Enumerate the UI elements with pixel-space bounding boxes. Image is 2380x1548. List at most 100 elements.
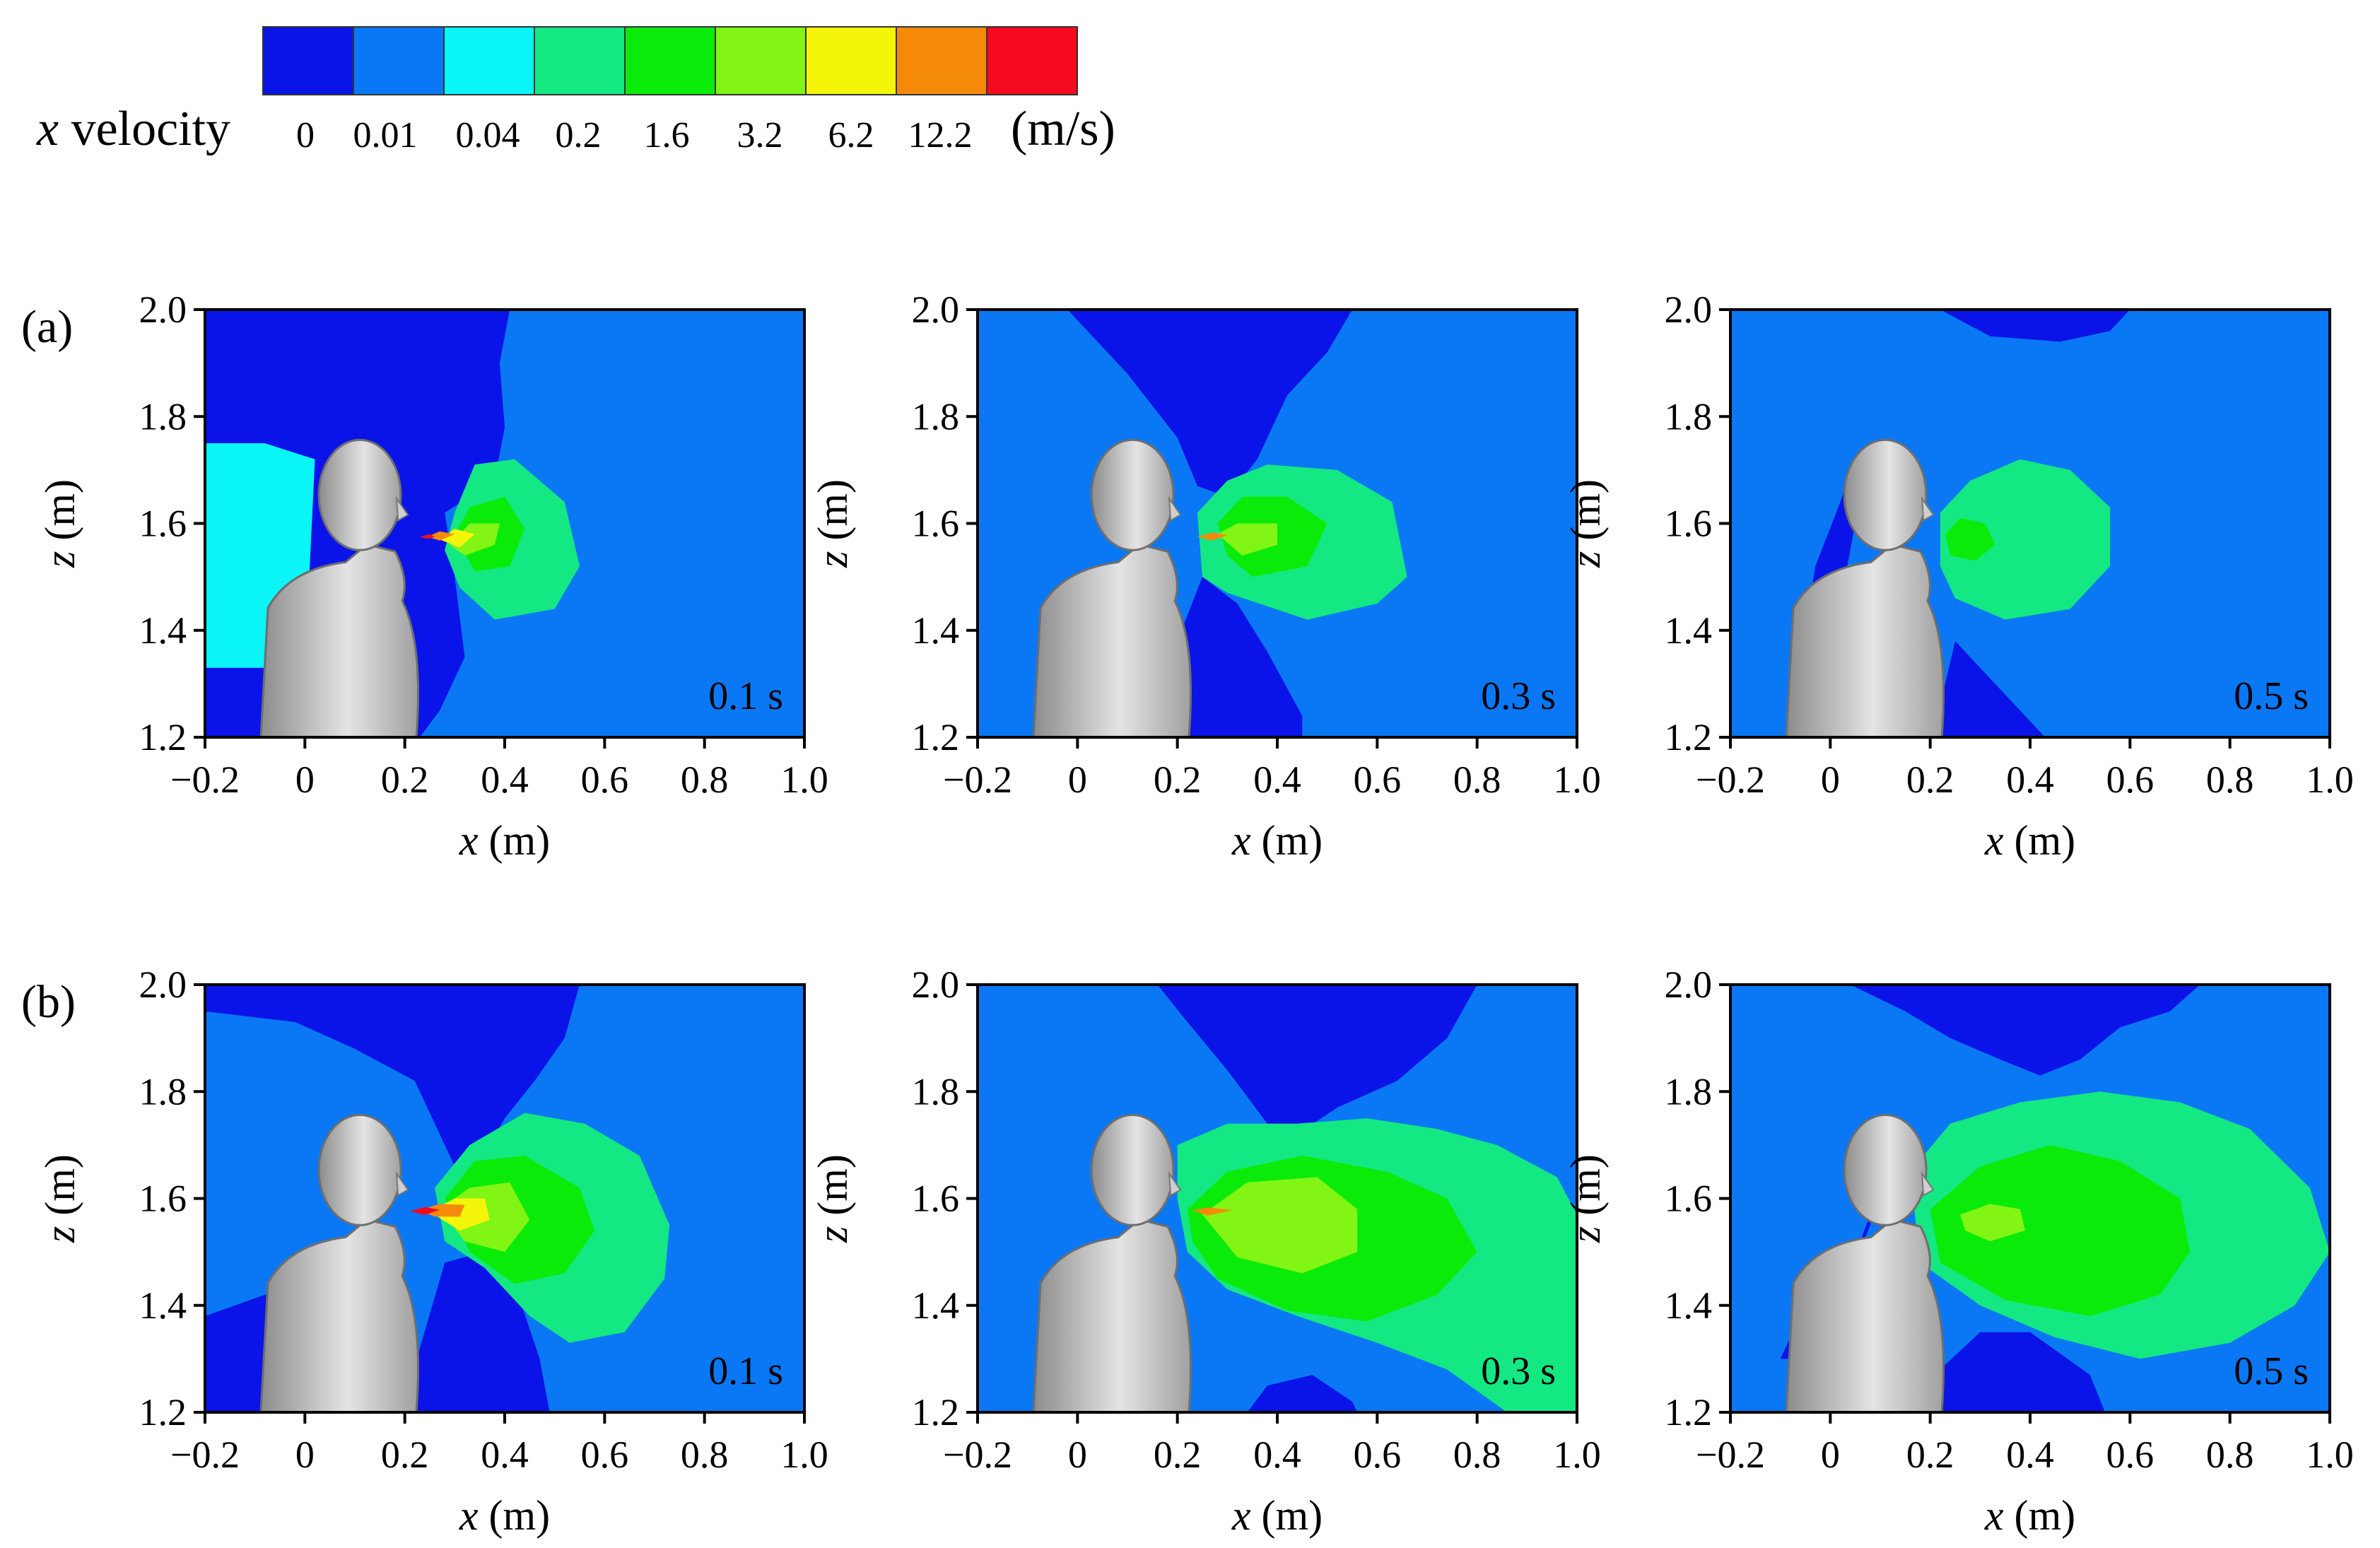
legend-tick-label: 0 [296,115,315,156]
y-tick-label: 1.4 [139,609,187,652]
y-tick-label: 1.8 [1665,1070,1713,1113]
y-tick-label: 1.2 [1665,716,1713,758]
legend-color-swatch [353,26,445,95]
x-tick-label: 1.0 [780,758,828,801]
y-tick-label: 1.8 [139,395,187,438]
legend-tick-label: 0.04 [456,115,520,156]
contour-panel: −0.2 0 0.2 0.4 0.6 0.8 1.0 1.2 1.4 1.6 1.8 2.0 x (m)… [809,288,1601,864]
x-tick-label: 0.8 [681,758,729,801]
legend-color-swatch [805,26,897,95]
time-label: 0.3 s [1481,674,1556,718]
contour-region [1247,1375,1358,1412]
legend-tick-label: 0.2 [556,115,602,156]
x-tick-label: −0.2 [170,1433,240,1476]
legend-color-swatch [262,26,354,95]
time-label: 0.5 s [2234,1349,2309,1393]
x-tick-label: 0.6 [2106,1433,2155,1476]
y-axis-label: z (m) [809,479,856,568]
y-tick-label: 1.4 [912,609,960,652]
contour-panel: −0.2 0 0.2 0.4 0.6 0.8 1.0 1.2 1.4 1.6 1.8 2.0 x (m)… [21,288,828,864]
y-axis-label: z (m) [37,479,83,568]
x-tick-label: 0.2 [381,758,429,801]
x-tick-label: 0.2 [1154,758,1202,801]
x-tick-label: 0 [1068,758,1087,801]
contour-region [978,577,1303,737]
legend-color-swatch [715,26,807,95]
y-axis-label: z (m) [1562,1154,1609,1243]
legend-color-swatch [624,26,716,95]
y-tick-label: 1.6 [139,503,187,545]
y-tick-label: 2.0 [139,963,187,1006]
contour-panel: −0.2 0 0.2 0.4 0.6 0.8 1.0 1.2 1.4 1.6 1.8 2.0 x (m)… [1562,288,2354,864]
legend-tick-label: 6.2 [828,115,874,156]
colorbar-legend: x velocity (m/s) 0 0.01 0.04 0.2 1.6 3.2 6.2 12… [36,26,1115,156]
x-axis-label: x (m) [1231,1492,1323,1539]
y-tick-label: 1.6 [912,1178,960,1220]
y-axis-label: z (m) [1562,479,1609,568]
x-tick-label: −0.2 [1696,1433,1765,1476]
x-tick-label: 0 [1821,758,1840,801]
contour-region [419,1204,465,1217]
x-tick-label: 0.2 [1154,1433,1202,1476]
time-label: 0.1 s [708,674,783,718]
legend-tick-label: 3.2 [737,115,783,156]
y-tick-label: 1.4 [1665,609,1713,652]
x-tick-label: 1.0 [780,1433,828,1476]
x-axis-label: x (m) [1984,1492,2075,1539]
y-tick-label: 1.2 [139,1391,187,1433]
time-label: 0.5 s [2234,674,2309,718]
contour-region [1202,1177,1358,1274]
contour-region [1960,1204,2025,1241]
y-tick-label: 1.4 [1665,1284,1713,1327]
x-tick-label: 0.2 [1906,1433,1954,1476]
contour-region [1920,1332,2105,1412]
x-tick-label: 0.4 [1253,758,1301,801]
time-label: 0.3 s [1481,1349,1556,1393]
legend-color-swatch [986,26,1078,95]
time-label: 0.1 s [708,1349,783,1393]
y-tick-label: 2.0 [1665,963,1713,1006]
legend-label: x velocity [36,102,230,156]
x-tick-label: 0 [1068,1433,1087,1476]
y-tick-label: 1.4 [139,1284,187,1327]
contour-panel: −0.2 0 0.2 0.4 0.6 0.8 1.0 1.2 1.4 1.6 1.8 2.0 x (m)… [21,963,828,1539]
x-tick-label: 0.4 [2006,758,2054,801]
x-tick-label: 0.2 [1906,758,1954,801]
human-mannequin [259,438,420,737]
row-label: (a) [21,301,73,353]
x-tick-label: 0.2 [381,1433,429,1476]
x-tick-label: 0.4 [481,1433,529,1476]
x-tick-label: 1.0 [2306,1433,2354,1476]
contour-panel: −0.2 0 0.2 0.4 0.6 0.8 1.0 1.2 1.4 1.6 1.8 2.0 x (m)… [1562,963,2354,1539]
y-tick-label: 1.2 [139,716,187,758]
contour-region [1930,1144,2191,1316]
x-axis-label: x (m) [1231,817,1323,864]
x-tick-label: 0.6 [581,758,629,801]
legend-color-swatch [443,26,535,95]
human-mannequin [1032,438,1192,737]
y-tick-label: 1.2 [912,1391,960,1433]
x-tick-label: 0 [1821,1433,1840,1476]
x-tick-label: −0.2 [943,1433,1012,1476]
x-tick-label: 1.0 [1553,1433,1601,1476]
y-axis-label: z (m) [37,1154,83,1243]
legend-unit: (m/s) [1011,102,1115,156]
contour-region [1945,517,1995,561]
contour-region [409,1207,440,1215]
x-tick-label: 0.8 [1453,758,1501,801]
y-tick-label: 1.6 [1665,1178,1713,1220]
contour-panels: −0.2 0 0.2 0.4 0.6 0.8 1.0 1.2 1.4 1.6 1.8 2.0 x (m)… [21,288,2354,1539]
y-axis-label: z (m) [809,1154,856,1243]
legend-tick-label: 12.2 [908,115,973,156]
x-axis-label: x (m) [1984,817,2075,864]
y-tick-label: 1.6 [912,503,960,545]
x-tick-label: 0 [295,1433,315,1476]
contour-region [1067,310,1352,497]
y-tick-label: 1.2 [1665,1391,1713,1433]
y-tick-label: 2.0 [912,963,960,1006]
x-tick-label: 0.6 [2106,758,2155,801]
y-tick-label: 2.0 [912,288,960,331]
contour-region [1940,459,2111,620]
x-tick-label: 0 [295,758,315,801]
